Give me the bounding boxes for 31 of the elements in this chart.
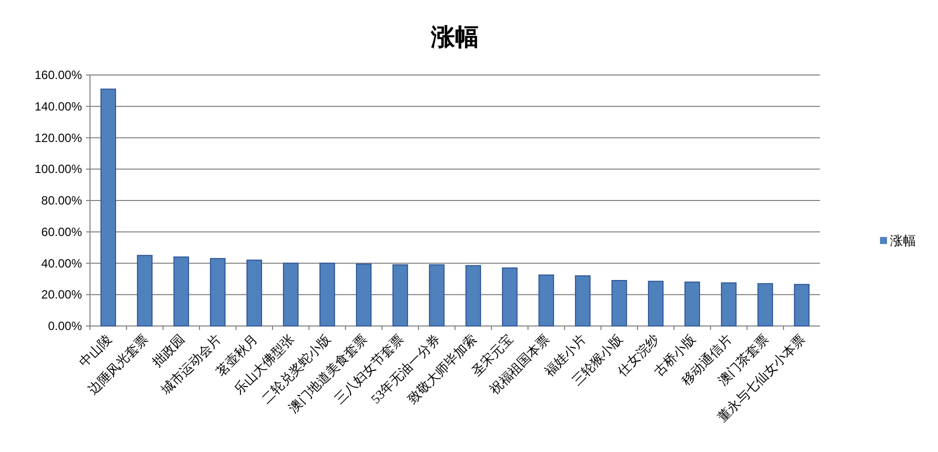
bar — [173, 256, 190, 326]
y-tick-label: 40.00% — [41, 256, 82, 270]
y-tick-label: 160.00% — [34, 68, 82, 82]
bar — [246, 260, 262, 326]
bar — [210, 258, 226, 326]
chart-title: 涨幅 — [430, 24, 479, 51]
bar — [356, 264, 372, 326]
bar — [502, 267, 518, 326]
y-tick-label: 20.00% — [41, 288, 82, 302]
bar — [794, 284, 810, 326]
bar — [648, 280, 664, 326]
y-tick-label: 60.00% — [41, 224, 82, 239]
bar — [392, 264, 408, 326]
bar — [538, 274, 554, 326]
legend-label: 涨幅 — [890, 233, 916, 248]
bar — [100, 88, 116, 326]
bar — [720, 282, 737, 326]
bar — [319, 262, 336, 326]
y-tick-label: 140.00% — [34, 99, 82, 114]
bar — [574, 275, 591, 326]
bar — [465, 265, 482, 326]
bar — [684, 282, 700, 326]
bar — [136, 254, 153, 326]
y-tick-label: 0.00% — [48, 319, 82, 333]
bar — [611, 280, 628, 326]
bar — [757, 283, 774, 326]
bar — [282, 262, 299, 326]
y-tick-label: 100.00% — [34, 162, 82, 176]
bar — [428, 264, 445, 326]
y-tick-label: 120.00% — [34, 130, 82, 145]
y-tick-label: 80.00% — [41, 194, 82, 208]
